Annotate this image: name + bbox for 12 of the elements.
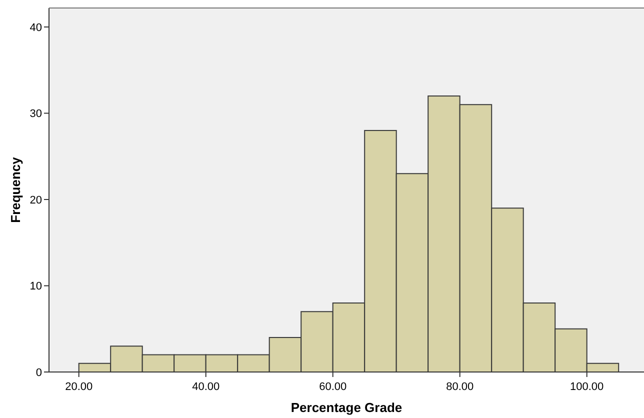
y-tick-label: 40 [30, 22, 42, 34]
x-tick-label: 100.00 [570, 381, 604, 393]
y-tick-label: 10 [30, 280, 42, 293]
x-tick-label: 60.00 [319, 381, 347, 393]
x-tick-label: 80.00 [446, 381, 474, 393]
x-axis-title: Percentage Grade [290, 400, 402, 415]
y-tick-label: 30 [30, 108, 42, 120]
y-tick-label: 20 [30, 194, 42, 206]
y-axis-title: Frequency [8, 156, 23, 223]
x-tick-label: 40.00 [192, 381, 220, 393]
x-tick-label: 20.00 [65, 381, 93, 393]
y-tick-label: 0 [36, 367, 42, 379]
